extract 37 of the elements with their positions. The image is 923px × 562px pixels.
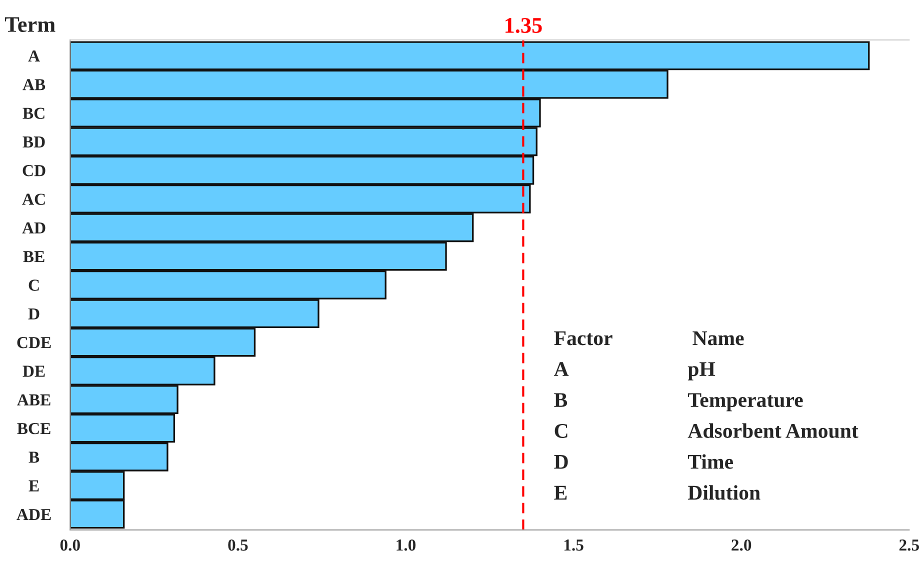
y-tick-label: DE — [22, 366, 45, 377]
y-tick-label: CD — [22, 165, 46, 176]
x-tick-label: 0.5 — [228, 539, 248, 551]
annotation: Factor — [554, 331, 612, 346]
y-tick-label: D — [28, 308, 40, 320]
x-tick-label: 2.0 — [732, 539, 752, 551]
y-tick-label: ABE — [17, 394, 50, 406]
annotation: Temperature — [688, 393, 803, 412]
y-tick-label: E — [28, 480, 39, 492]
annotation: pH — [688, 362, 716, 380]
annotation: Name — [692, 331, 744, 346]
y-tick-label: A — [28, 50, 40, 62]
annotation: Adsorbent Amount — [688, 423, 858, 438]
annotation: B — [554, 393, 568, 407]
y-tick-label: AD — [22, 222, 46, 234]
y-tick-label: AC — [22, 194, 45, 205]
y-tick-label: BCE — [17, 422, 50, 434]
annotation: A — [554, 362, 569, 376]
y-tick-label: BD — [22, 136, 45, 148]
y-tick-label: B — [28, 452, 40, 463]
y-tick-label: CDE — [17, 337, 51, 348]
x-tick-label: 1.5 — [564, 540, 584, 551]
y-tick-label: ADE — [16, 508, 51, 520]
annotation: Dilution — [688, 485, 760, 500]
y-axis-title: Term — [4, 17, 56, 32]
x-tick-label: 2.5 — [899, 540, 919, 551]
x-tick-label: 1.0 — [396, 539, 416, 551]
y-tick-label: BC — [22, 108, 44, 119]
annotation: E — [554, 486, 567, 500]
annotation: C — [554, 424, 568, 438]
y-tick-label: BE — [23, 251, 44, 262]
x-tick-label: 0.0 — [60, 539, 80, 551]
y-tick-label: C — [28, 280, 39, 291]
ref-line-label: 1.35 — [506, 18, 542, 34]
annotation: Time — [688, 454, 734, 469]
annotation: D — [554, 455, 568, 469]
y-tick-label: AB — [22, 79, 46, 90]
